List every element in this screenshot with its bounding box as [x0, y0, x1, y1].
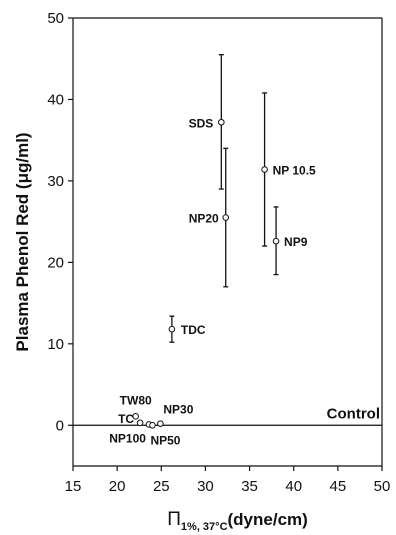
point-marker — [261, 166, 268, 173]
point-marker — [136, 419, 144, 427]
x-tick-label: 30 — [197, 478, 214, 495]
plot-frame — [72, 17, 383, 467]
point-label: NP100 — [109, 431, 146, 445]
x-tick-label: 40 — [285, 478, 302, 495]
point-label: NP 10.5 — [273, 164, 316, 178]
y-ticks: 0 10 20 30 40 50 — [47, 10, 73, 434]
x-axis-label: Π1%, 37°C(dyne/cm) — [167, 509, 308, 533]
x-tick-label: 20 — [109, 478, 126, 495]
y-tick-label: 0 — [56, 417, 64, 434]
x-tick-label: 45 — [330, 478, 347, 495]
x-tick-label: 25 — [153, 478, 170, 495]
data-point: TW80 — [120, 393, 152, 420]
point-label: SDS — [189, 116, 214, 130]
data-point: SDS — [189, 54, 225, 190]
control-reference: Control — [73, 405, 382, 426]
y-tick-label: 30 — [47, 173, 64, 190]
y-tick-label: 20 — [47, 254, 64, 271]
point-label: TC — [118, 412, 134, 426]
data-point: TDC — [168, 315, 206, 343]
x-ticks: 15 20 25 30 35 40 45 50 — [65, 466, 391, 495]
point-label: NP20 — [189, 212, 219, 226]
point-label: NP30 — [163, 403, 193, 417]
series-points: SDS NP 10.5 NP20 NP9 TDC TW80 TC NP30 NP100 NP50 — [109, 54, 316, 447]
y-axis-label: Plasma Phenol Red (μg/ml) — [13, 132, 32, 351]
point-marker — [157, 420, 164, 427]
point-label: NP9 — [284, 235, 308, 249]
point-marker — [272, 237, 280, 245]
point-label: TW80 — [120, 393, 152, 407]
x-axis-symbol: Π — [167, 509, 181, 530]
data-point: TC — [118, 412, 144, 427]
x-tick-label: 50 — [374, 478, 391, 495]
x-axis-unit: (dyne/cm) — [228, 510, 308, 529]
x-tick-label: 15 — [65, 478, 82, 495]
y-tick-label: 50 — [47, 10, 64, 27]
point-marker — [218, 118, 225, 126]
point-label: TDC — [181, 323, 206, 337]
point-marker — [222, 214, 230, 221]
data-point: NP30 — [157, 403, 194, 427]
x-tick-label: 35 — [241, 478, 258, 495]
data-point: NP9 — [272, 206, 308, 276]
control-label: Control — [327, 405, 380, 422]
data-point: NP 10.5 — [261, 92, 316, 247]
y-tick-label: 40 — [47, 91, 64, 108]
data-point: NP20 — [189, 147, 230, 288]
point-marker — [168, 325, 176, 333]
y-tick-label: 10 — [47, 336, 64, 353]
point-marker — [132, 413, 139, 420]
x-axis-subscript: 1%, 37°C — [181, 521, 228, 533]
data-point: NP50 — [149, 421, 181, 447]
point-label: NP50 — [150, 433, 180, 447]
point-marker — [149, 421, 156, 429]
